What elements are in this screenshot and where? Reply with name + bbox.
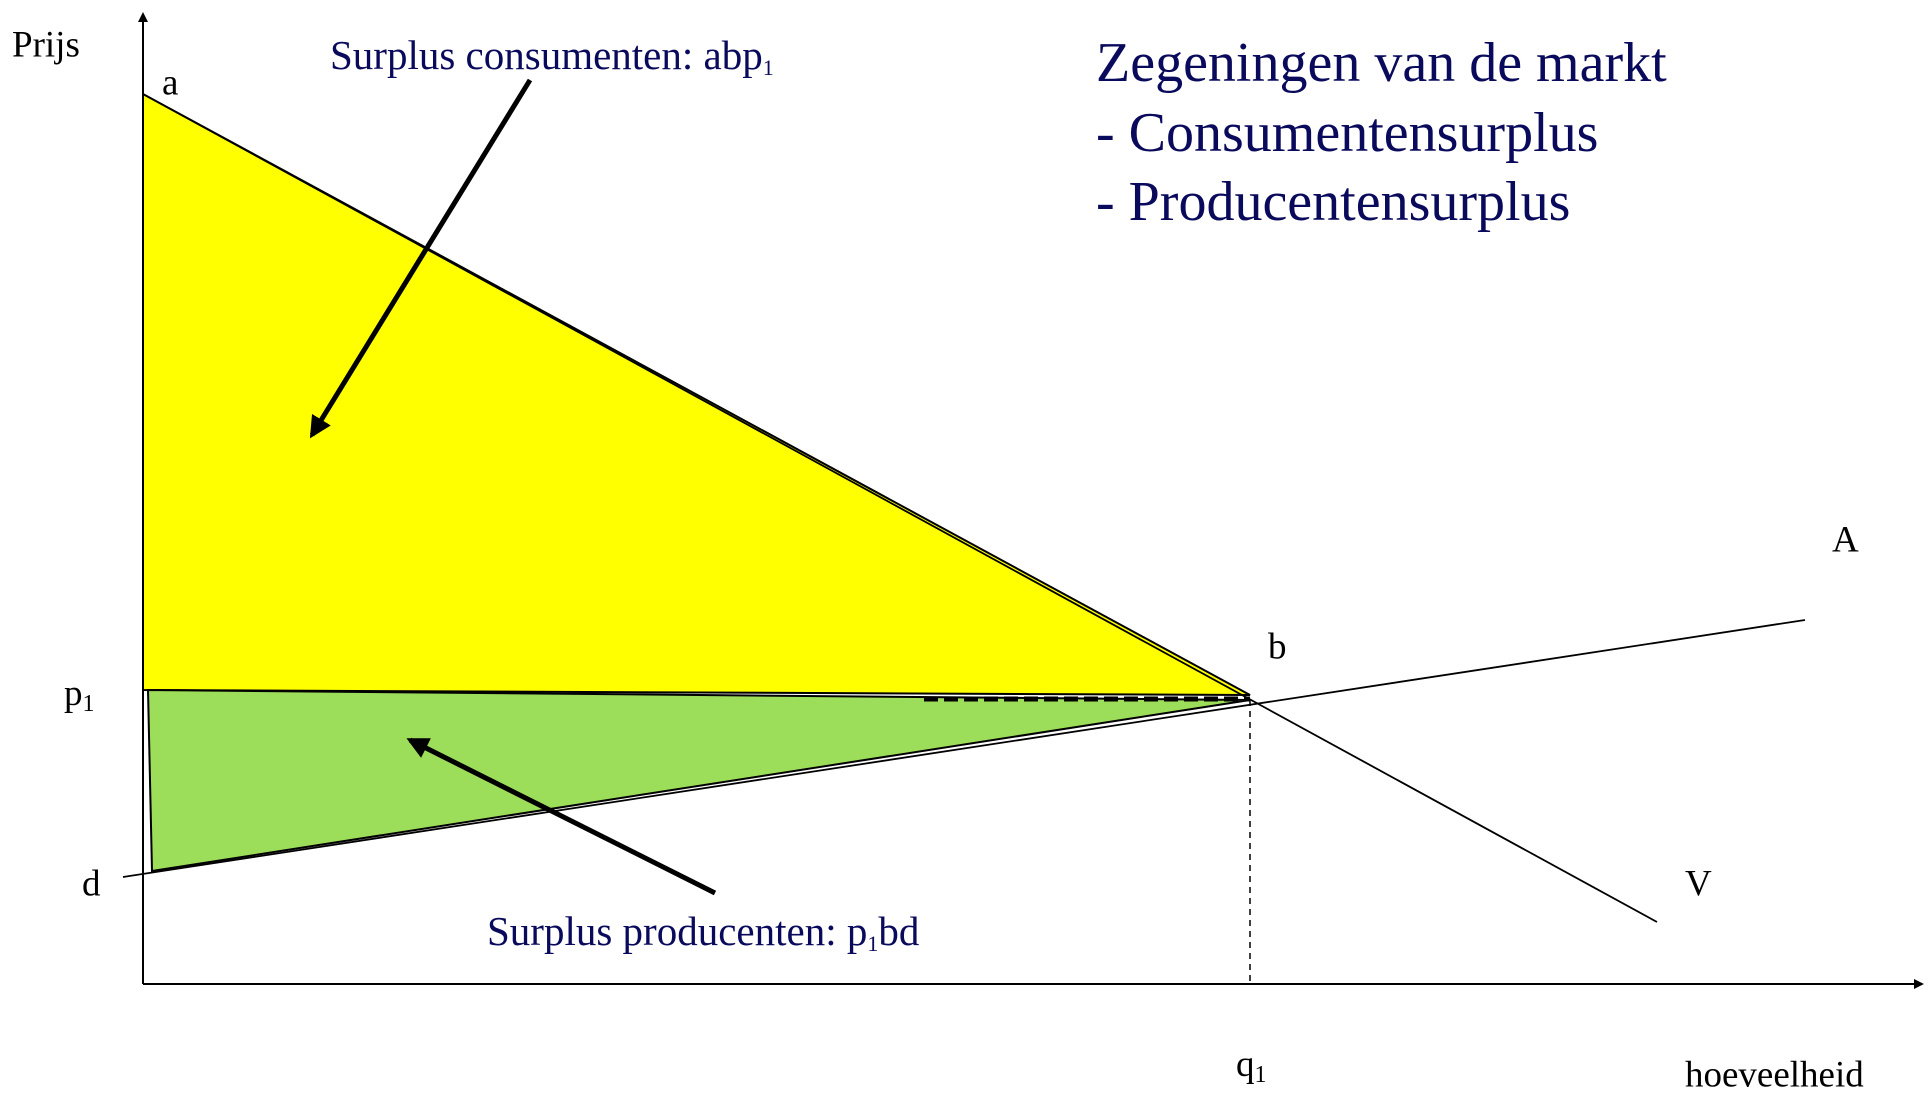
demand-curve: [142, 93, 1658, 923]
x-axis-label: hoeveelheid: [1685, 1054, 1864, 1095]
y-axis-label: Prijs: [12, 24, 80, 65]
supply-curve: [122, 619, 1806, 878]
consumer-annotation: Surplus consumenten: abp1: [330, 32, 774, 80]
point-label: q1: [1236, 1044, 1267, 1087]
point-label: b: [1268, 626, 1287, 667]
producer-surplus-area: [146, 688, 1251, 873]
producer-annotation: Surplus producenten: p1bd: [487, 908, 919, 956]
point-label: a: [162, 62, 178, 103]
title-item: - Consumentensurplus: [1096, 102, 1598, 164]
curve-label: A: [1832, 519, 1859, 560]
consumer-arrow: [309, 78, 533, 439]
title-item: - Producentensurplus: [1096, 171, 1570, 233]
curve-label: V: [1685, 863, 1712, 904]
point-label: d: [82, 863, 101, 904]
title-heading: Zegeningen van de markt: [1096, 32, 1667, 94]
producer-arrow: [406, 737, 717, 896]
point-label: p1: [64, 673, 95, 716]
